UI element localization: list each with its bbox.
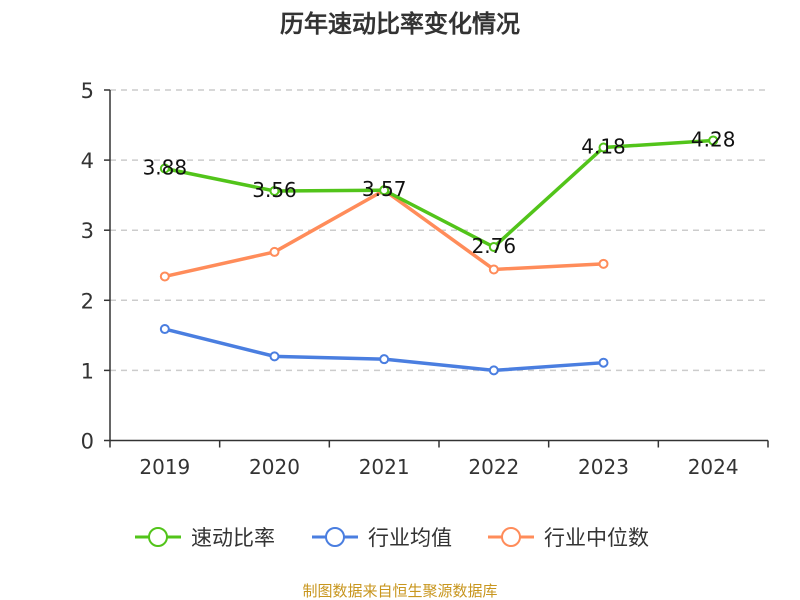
legend-label: 行业中位数 bbox=[544, 526, 649, 550]
x-tick-label: 2021 bbox=[359, 455, 410, 479]
data-label: 4.18 bbox=[581, 134, 626, 158]
data-point bbox=[488, 242, 499, 253]
x-tick-label: 2024 bbox=[688, 455, 739, 479]
data-label: 3.88 bbox=[143, 156, 188, 180]
chart-title: 历年速动比率变化情况 bbox=[280, 10, 520, 38]
data-label: 2.76 bbox=[472, 234, 517, 258]
y-tick-label: 5 bbox=[81, 79, 94, 103]
y-tick-label: 4 bbox=[81, 149, 94, 173]
x-tick-label: 2022 bbox=[468, 455, 519, 479]
x-tick-label: 2020 bbox=[249, 455, 300, 479]
legend-label: 速动比率 bbox=[191, 526, 275, 550]
data-point bbox=[379, 185, 390, 196]
data-point bbox=[598, 142, 609, 153]
data-point bbox=[159, 324, 170, 335]
data-label: 3.56 bbox=[252, 178, 297, 202]
legend-label: 行业均值 bbox=[368, 526, 452, 550]
legend-marker bbox=[148, 527, 168, 547]
data-point bbox=[488, 365, 499, 376]
legend-marker bbox=[325, 527, 345, 547]
y-tick-label: 2 bbox=[81, 289, 94, 313]
data-point bbox=[598, 258, 609, 269]
x-tick-label: 2019 bbox=[139, 455, 190, 479]
data-point bbox=[159, 271, 170, 282]
x-tick-label: 2023 bbox=[578, 455, 629, 479]
data-point bbox=[708, 135, 719, 146]
data-label: 4.28 bbox=[691, 127, 736, 151]
data-label: 3.57 bbox=[362, 177, 407, 201]
source-note: 制图数据来自恒生聚源数据库 bbox=[302, 582, 497, 600]
data-point bbox=[269, 246, 280, 257]
y-tick-label: 1 bbox=[81, 359, 94, 383]
data-point bbox=[269, 185, 280, 196]
legend-marker bbox=[501, 527, 521, 547]
data-point bbox=[488, 264, 499, 275]
y-tick-label: 3 bbox=[81, 219, 94, 243]
data-point bbox=[598, 357, 609, 368]
y-tick-label: 0 bbox=[81, 430, 94, 454]
data-point bbox=[159, 163, 170, 174]
series-line-0 bbox=[164, 138, 714, 250]
series-line-2 bbox=[164, 188, 604, 279]
data-point bbox=[379, 354, 390, 365]
data-point bbox=[269, 351, 280, 362]
series-line-1 bbox=[164, 327, 604, 373]
